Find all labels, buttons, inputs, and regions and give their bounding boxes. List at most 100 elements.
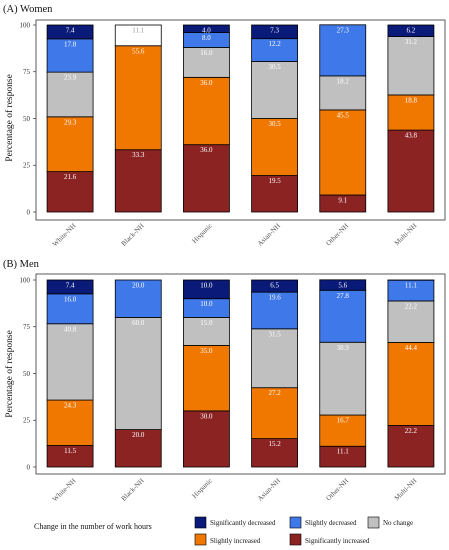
x-axis-ticks-men: White-NH Black-NH Hispanic Asian-NH Other-NH… (51, 477, 418, 504)
data-label: 22.2 (405, 427, 418, 435)
panel-title-men: (B) Men (3, 259, 40, 270)
y-axis-label-women: Percentage of response (4, 74, 15, 162)
x-tick-label: Multi-NH (393, 222, 418, 247)
data-label: 18.8 (405, 96, 418, 104)
data-label: 11.1 (337, 448, 349, 456)
bar-segment-slightly-increased (251, 118, 298, 176)
x-tick-label: Asian-NH (256, 477, 282, 503)
bar-segment-significantly-increased (183, 144, 230, 213)
y-axis-ticks-men: 0 25 50 75 100 (20, 276, 36, 471)
bar-segment-significantly-increased (46, 171, 94, 213)
plot-frame-women (35, 19, 446, 221)
bars-men: 11.5 24.3 40.8 16.0 7.4 20.0 60.0 20.0 30.0 35.0 1… (46, 279, 435, 468)
y-tick-label: 50 (23, 115, 31, 123)
data-label: 30.5 (268, 120, 281, 128)
data-label: 11.5 (64, 447, 76, 455)
data-label: 29.3 (64, 118, 77, 126)
data-label: 20.0 (132, 282, 145, 290)
data-label: 7.3 (270, 27, 279, 35)
legend-label-no-change: No change (383, 519, 413, 527)
data-label: 4.0 (202, 27, 211, 35)
bar-segment-remainder (114, 24, 162, 47)
panel-men: (B) Men Percentage of response 0 25 50 75 10… (3, 259, 446, 504)
bar-segment-slightly-increased (387, 94, 435, 131)
data-label: 6.5 (270, 282, 279, 290)
panel-women: (A) Women Percentage of response 0 25 50 75… (3, 4, 446, 249)
legend-title: Change in the number of work hours (34, 522, 152, 531)
y-tick-label: 0 (27, 208, 31, 216)
bars-women: 21.6 29.3 23.9 17.8 7.4 33.3 55.6 11.1 36.0 36.0 1… (46, 24, 435, 213)
bar-segment-no-change (387, 36, 435, 96)
legend-swatch-no-change (367, 516, 380, 529)
panel-title-women: (A) Women (3, 4, 53, 15)
x-tick-label: Asian-NH (256, 222, 282, 248)
x-tick-label: Black-NH (120, 477, 146, 503)
bar-segment-significantly-decreased (251, 24, 298, 40)
bar-segment-no-change (319, 341, 367, 416)
y-axis-label-men: Percentage of response (4, 330, 15, 418)
data-label: 45.5 (337, 111, 350, 119)
bar-segment-significantly-increased (387, 129, 435, 213)
legend-label-significantly-increased: Significantly increased (305, 537, 370, 545)
bar-segment-no-change (319, 75, 367, 111)
data-label: 10.0 (200, 300, 213, 308)
y-tick-label: 0 (27, 463, 31, 471)
data-label: 31.2 (405, 38, 418, 46)
bar-segment-no-change (46, 323, 94, 401)
legend-label-slightly-increased: Slightly increased (210, 537, 261, 545)
data-label: 9.1 (338, 196, 347, 204)
bar-segment-slightly-decreased (319, 289, 367, 343)
data-label: 40.8 (64, 325, 77, 333)
y-tick-label: 25 (23, 417, 31, 425)
bar-segment-slightly-increased (387, 342, 435, 426)
data-label: 33.3 (132, 151, 145, 159)
legend-swatch-significantly-increased (289, 533, 302, 546)
data-label: 16.0 (64, 295, 77, 303)
data-label: 11.1 (405, 282, 417, 290)
data-label: 23.9 (64, 74, 77, 82)
y-tick-label: 100 (20, 276, 31, 284)
legend: Change in the number of work hours Signi… (34, 516, 413, 546)
y-tick-label: 50 (23, 370, 31, 378)
data-label: 22.2 (405, 302, 418, 310)
bar-segment-slightly-decreased (319, 24, 367, 77)
bar-segment-slightly-increased (46, 116, 94, 173)
bar-segment-significantly-decreased (251, 279, 298, 293)
data-label: 38.9 (337, 344, 350, 352)
bar-segment-significantly-increased (251, 438, 298, 468)
data-label: 20.0 (132, 431, 145, 439)
bar-segment-slightly-increased (319, 109, 367, 196)
data-label: 12.2 (268, 40, 281, 48)
bar-segment-slightly-increased (183, 345, 230, 412)
bar-segment-slightly-decreased (114, 279, 162, 318)
data-label: 36.0 (200, 146, 213, 154)
bar-segment-significantly-increased (183, 410, 230, 468)
data-label: 15.0 (200, 319, 213, 327)
x-axis-ticks-women: White-NH Black-NH Hispanic Asian-NH Other-NH… (51, 222, 418, 249)
bar-segment-significantly-decreased (46, 24, 94, 40)
data-label: 7.4 (66, 27, 75, 35)
bar-segment-significantly-decreased (183, 24, 230, 33)
bar-segment-slightly-increased (114, 45, 162, 151)
data-label-extra: 11.1 (132, 27, 144, 35)
data-label: 10.0 (200, 282, 213, 290)
bar-segment-no-change (387, 300, 435, 343)
data-label: 35.0 (200, 347, 213, 355)
bar-segment-no-change (251, 61, 298, 119)
x-tick-label: Black-NH (120, 222, 146, 248)
data-label: 60.0 (132, 319, 145, 327)
data-label: 16.7 (337, 417, 350, 425)
legend-swatch-significantly-decreased (194, 516, 207, 529)
x-tick-label: White-NH (51, 477, 78, 504)
y-tick-label: 75 (23, 68, 31, 76)
data-label: 15.2 (268, 440, 281, 448)
x-tick-label: Hispanic (191, 477, 214, 500)
data-label: 8.0 (202, 34, 211, 42)
legend-label-slightly-decreased: Slightly decreased (305, 519, 357, 527)
data-label: 24.3 (64, 402, 77, 410)
bar-segment-significantly-decreased (387, 24, 435, 37)
x-tick-label: Other-NH (325, 477, 351, 503)
bar-segment-slightly-increased (183, 76, 230, 146)
bar-segment-no-change (114, 316, 162, 430)
